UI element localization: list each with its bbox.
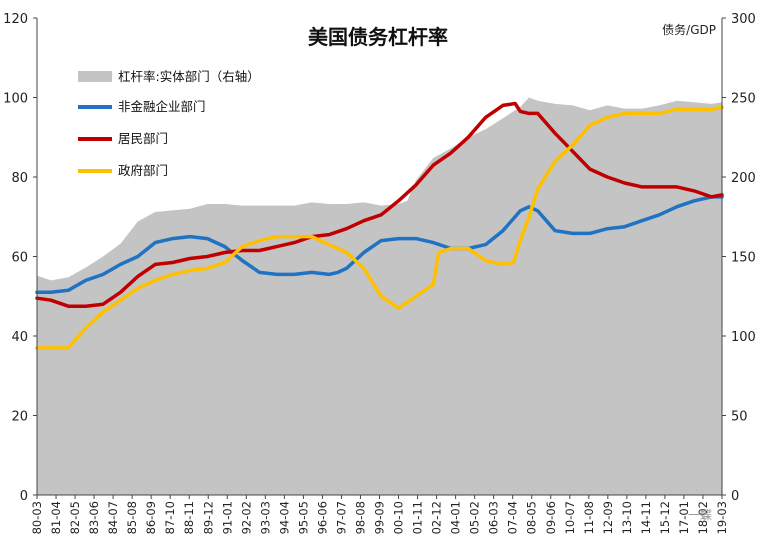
x-tick-label: 80-03 bbox=[30, 501, 44, 534]
left-tick-label: 60 bbox=[11, 251, 28, 266]
x-tick-label: 92-02 bbox=[239, 501, 253, 534]
x-tick-label: 13-10 bbox=[620, 501, 634, 534]
x-tick-label: 01-11 bbox=[411, 501, 425, 534]
x-tick-label: 86-09 bbox=[144, 501, 158, 534]
left-tick-label: 100 bbox=[3, 92, 28, 107]
left-tick-label: 80 bbox=[11, 171, 28, 186]
x-tick-label: 07-04 bbox=[506, 501, 520, 534]
legend-item-government: 政府部门 bbox=[78, 163, 168, 178]
x-tick-label: 17-01 bbox=[677, 501, 691, 534]
x-tick-label: 95-05 bbox=[296, 501, 310, 534]
left-tick-label: 120 bbox=[3, 12, 28, 27]
x-tick-label: 00-10 bbox=[392, 501, 406, 534]
right-axis-unit-label: 债务/GDP bbox=[662, 22, 716, 37]
x-tick-label: 89-12 bbox=[201, 501, 215, 534]
right-tick-label: 100 bbox=[731, 330, 756, 345]
x-tick-label: 05-02 bbox=[468, 501, 482, 534]
left-tick-label: 0 bbox=[20, 489, 28, 504]
x-tick-label: 91-01 bbox=[220, 501, 234, 534]
legend-item-corporate: 非金融企业部门 bbox=[78, 99, 206, 114]
x-tick-label: 18-02 bbox=[696, 501, 710, 534]
x-tick-label: 99-09 bbox=[373, 501, 387, 534]
right-tick-label: 50 bbox=[731, 410, 748, 425]
x-tick-label: 94-04 bbox=[277, 501, 291, 534]
legend-label-leverage: 杠杆率:实体部门（右轴） bbox=[118, 69, 260, 84]
legend: 杠杆率:实体部门（右轴） 非金融企业部门 居民部门 政府部门 bbox=[78, 69, 260, 178]
legend-label-household: 居民部门 bbox=[118, 131, 168, 146]
right-tick-label: 0 bbox=[731, 489, 739, 504]
x-tick-label: 88-11 bbox=[182, 501, 196, 534]
x-tick-label: 85-08 bbox=[125, 501, 139, 534]
government-line bbox=[35, 105, 724, 350]
x-tick-label: 97-07 bbox=[334, 501, 348, 534]
x-tick-label: 02-12 bbox=[430, 501, 444, 534]
x-tick-label: 06-03 bbox=[487, 501, 501, 534]
axes: 0 20 40 60 80 100 120 0 50 100 150 200 250 300 80-03 81… bbox=[3, 12, 756, 534]
x-tick-label: 19-03 bbox=[715, 501, 729, 534]
right-tick-label: 300 bbox=[731, 12, 756, 27]
right-tick-label: 150 bbox=[731, 251, 756, 266]
x-tick-label: 87-10 bbox=[163, 501, 177, 534]
left-tick-label: 20 bbox=[11, 410, 28, 425]
x-tick-label: 84-07 bbox=[106, 501, 120, 534]
watermark-text: 一蝶 bbox=[688, 507, 712, 522]
x-tick-label: 93-03 bbox=[258, 501, 272, 534]
x-tick-label: 11-08 bbox=[582, 501, 596, 534]
legend-item-household: 居民部门 bbox=[78, 131, 168, 146]
x-tick-label: 83-06 bbox=[87, 501, 101, 534]
legend-label-corporate: 非金融企业部门 bbox=[118, 99, 206, 114]
x-tick-label: 04-01 bbox=[449, 501, 463, 534]
x-tick-label: 81-04 bbox=[49, 501, 63, 534]
x-tick-label: 08-05 bbox=[525, 501, 539, 534]
right-tick-label: 250 bbox=[731, 92, 756, 107]
plot-area bbox=[35, 97, 724, 495]
corporate-line bbox=[35, 195, 724, 295]
x-tick-label: 98-08 bbox=[353, 501, 367, 534]
legend-item-leverage: 杠杆率:实体部门（右轴） bbox=[78, 69, 260, 84]
x-tick-label: 12-09 bbox=[601, 501, 615, 534]
legend-label-government: 政府部门 bbox=[118, 163, 168, 178]
x-tick-label: 82-05 bbox=[68, 501, 82, 534]
right-tick-label: 200 bbox=[731, 171, 756, 186]
x-tick-label: 96-06 bbox=[315, 501, 329, 534]
x-tick-label: 15-12 bbox=[658, 501, 672, 534]
left-tick-label: 40 bbox=[11, 330, 28, 345]
chart-title: 美国债务杠杆率 bbox=[308, 25, 448, 49]
household-line bbox=[35, 101, 724, 308]
legend-swatch-leverage bbox=[78, 71, 112, 82]
x-tick-label: 10-07 bbox=[563, 501, 577, 534]
x-tick-label: 14-11 bbox=[639, 501, 653, 534]
x-tick-label: 09-06 bbox=[544, 501, 558, 534]
